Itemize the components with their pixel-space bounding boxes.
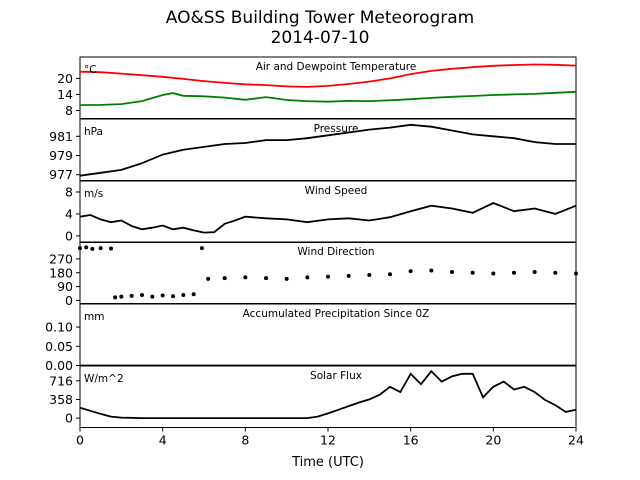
wind-direction-point (160, 293, 165, 298)
wind-direction-point (284, 276, 289, 281)
wind-direction-point (140, 293, 144, 298)
wind-direction-point (532, 269, 537, 274)
y-tick-label: 180 (49, 265, 73, 280)
wind-direction-point (574, 271, 578, 276)
panel-title: Wind Speed (305, 185, 368, 197)
wind-direction-point (150, 294, 155, 299)
y-tick-label: 0 (65, 411, 73, 426)
series-line (79, 369, 577, 419)
series-line (79, 123, 576, 177)
wind-direction-point (78, 246, 82, 251)
panel-title: Wind Direction (297, 246, 374, 258)
y-tick-label: 20 (57, 71, 73, 86)
wind-direction-point (553, 270, 558, 275)
wind-direction-point (84, 245, 89, 250)
wind-direction-point (367, 273, 372, 278)
figure-title: AO&SS Building Tower Meteorogram (165, 8, 475, 28)
wind-direction-point (305, 275, 310, 280)
series-line (79, 63, 577, 88)
wind-direction-point (181, 293, 186, 298)
unit-label: m/s (84, 188, 103, 200)
wind-direction-point (90, 246, 95, 251)
wind-direction-point (191, 292, 196, 297)
unit-label: mm (84, 311, 104, 323)
wind-direction-point (129, 293, 134, 298)
wind-direction-point (388, 272, 392, 277)
wind-direction-point (98, 246, 103, 251)
wind-direction-point (491, 271, 496, 276)
wind-direction-point (171, 294, 175, 299)
y-tick-label: 0.10 (45, 320, 73, 335)
y-tick-label: 716 (49, 373, 73, 388)
wind-direction-point (512, 270, 516, 275)
y-tick-label: 0.05 (45, 339, 73, 354)
y-tick-label: 0.00 (45, 358, 73, 373)
wind-direction-point (199, 246, 204, 251)
x-axis-label: Time (UTC) (291, 455, 364, 470)
y-tick-label: 8 (65, 184, 73, 199)
unit-label: °C (84, 64, 97, 76)
x-tick-label: 12 (320, 433, 336, 448)
series-line (79, 90, 577, 106)
unit-label: hPa (84, 126, 103, 138)
wind-direction-point (109, 246, 113, 251)
series-line (79, 202, 577, 234)
panel-title: Air and Dewpoint Temperature (256, 61, 417, 73)
wind-direction-point (264, 276, 268, 281)
panel-title: Accumulated Precipitation Since 0Z (243, 308, 430, 320)
wind-direction-point (429, 268, 434, 273)
y-tick-label: 0 (65, 293, 73, 308)
wind-direction-point (408, 269, 413, 274)
x-tick-label: 8 (241, 433, 249, 448)
wind-direction-point (470, 270, 475, 275)
y-tick-label: 4 (65, 206, 73, 221)
unit-label: W/m^2 (84, 373, 124, 385)
x-tick-label: 20 (485, 433, 501, 448)
wind-direction-point (346, 273, 351, 278)
panel-title: Solar Flux (310, 370, 362, 382)
wind-direction-point (113, 295, 118, 300)
wind-direction-point (222, 276, 227, 281)
y-tick-label: 8 (65, 103, 73, 118)
y-tick-label: 270 (49, 251, 73, 266)
x-tick-label: 4 (159, 433, 167, 448)
x-tick-label: 0 (76, 433, 84, 448)
wind-direction-point (326, 274, 330, 279)
y-tick-label: 14 (57, 87, 73, 102)
panel-title: Pressure (314, 123, 359, 135)
wind-direction-point (206, 276, 211, 281)
y-tick-label: 977 (49, 167, 73, 182)
y-tick-label: 358 (49, 392, 73, 407)
figure-date: 2014-07-10 (270, 28, 370, 48)
wind-direction-point (450, 269, 454, 274)
y-tick-label: 981 (49, 129, 73, 144)
x-tick-label: 24 (568, 433, 584, 448)
y-tick-label: 0 (65, 228, 73, 243)
wind-direction-point (243, 275, 248, 280)
x-tick-label: 16 (403, 433, 419, 448)
y-tick-label: 979 (49, 148, 73, 163)
y-tick-label: 90 (57, 279, 73, 294)
wind-direction-point (119, 294, 124, 299)
